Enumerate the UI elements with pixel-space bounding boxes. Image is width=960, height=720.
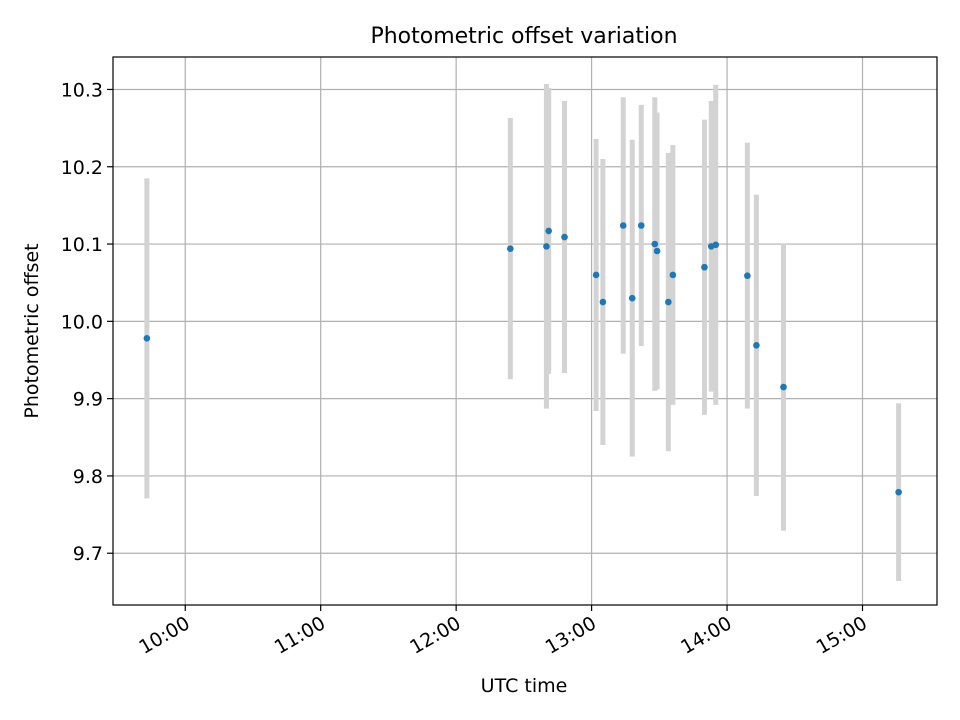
y-tick-label: 9.7: [73, 543, 103, 565]
data-point: [628, 294, 636, 302]
grid: [113, 57, 937, 605]
data-point: [744, 272, 751, 280]
y-axis-ticks: 9.7 9.8 9.9 10.0 10.1 10.2 10.3: [61, 79, 113, 565]
y-tick-label: 9.8: [73, 466, 103, 488]
data-point: [561, 233, 568, 241]
y-tick-label: 9.9: [73, 389, 103, 411]
y-tick-label: 10.2: [61, 157, 103, 179]
data-point: [619, 222, 627, 229]
y-tick-label: 10.3: [61, 79, 103, 101]
data-point: [780, 383, 787, 391]
data-point: [592, 271, 600, 279]
chart-title: Photometric offset variation: [370, 24, 677, 49]
y-axis-label: Photometric offset: [21, 243, 43, 418]
data-point: [545, 227, 553, 235]
data-point: [665, 298, 672, 306]
data-points: [143, 222, 902, 496]
data-point: [701, 263, 708, 271]
data-point: [653, 247, 661, 255]
data-point: [669, 271, 677, 279]
plot-frame: [112, 56, 938, 606]
data-point: [507, 245, 514, 252]
x-axis-label: UTC time: [481, 675, 568, 697]
data-point: [712, 241, 720, 249]
data-point: [753, 341, 760, 349]
data-point: [895, 488, 902, 496]
data-point: [543, 243, 550, 250]
y-tick-label: 10.1: [61, 234, 103, 256]
data-point: [599, 298, 607, 306]
y-tick-label: 10.0: [61, 311, 103, 333]
data-point: [143, 335, 151, 342]
data-point: [637, 222, 645, 229]
data-point: [651, 240, 659, 248]
